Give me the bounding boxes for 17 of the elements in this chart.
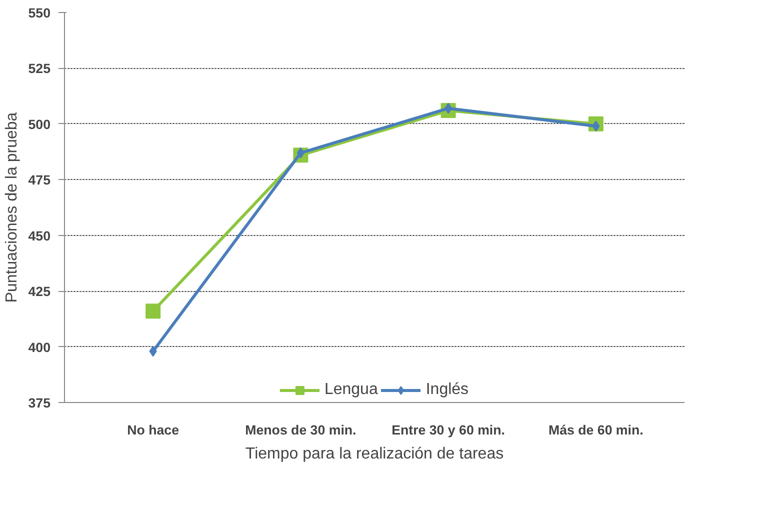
y-tick-label: 550 [28, 6, 51, 20]
x-axis-title: Tiempo para la realización de tareas [245, 446, 504, 462]
y-tick-label: 450 [28, 228, 51, 244]
y-tick-label: 375 [28, 396, 52, 410]
x-tick-label: Entre 30 y 60 min. [392, 422, 505, 438]
y-axis-title: Puntuaciones de la prueba [3, 112, 20, 303]
x-tick-label: No hace [127, 422, 180, 438]
y-tick-label: 525 [28, 61, 52, 76]
x-tick-label: Más de 60 min. [548, 422, 644, 438]
y-tick-label: 500 [28, 116, 51, 132]
y-tick-label: 475 [28, 172, 52, 188]
legend-label: Inglés [426, 381, 469, 399]
x-tick-label: Menos de 30 min. [245, 422, 356, 438]
y-tick-label: 400 [28, 340, 51, 355]
legend-label: Lengua [324, 381, 378, 399]
point [146, 304, 161, 319]
y-tick-label: 425 [28, 284, 52, 300]
